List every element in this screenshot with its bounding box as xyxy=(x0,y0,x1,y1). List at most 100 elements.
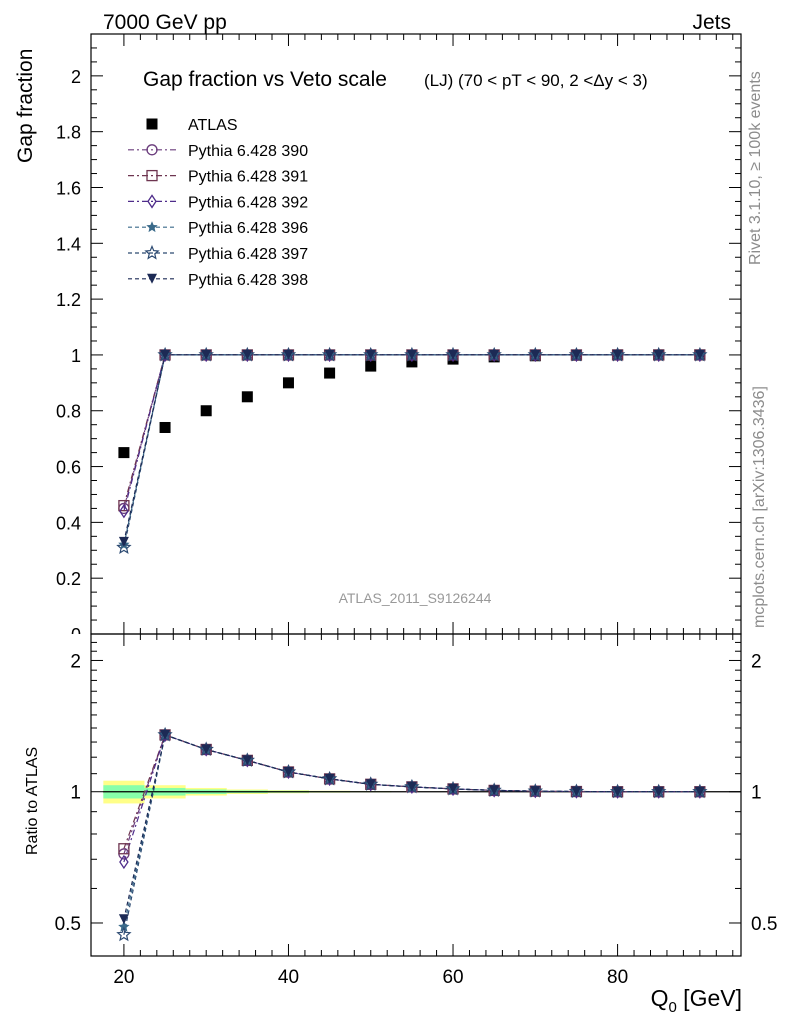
main-y-tick-label: 1.6 xyxy=(56,178,81,198)
main-title: Gap fraction vs Veto scale xyxy=(143,68,387,91)
ratio-series-line xyxy=(123,734,700,927)
ratio-data-point xyxy=(118,843,130,855)
energy-label: 7000 GeV pp xyxy=(103,11,227,34)
mc-data-point xyxy=(694,349,705,360)
ratio-data-point xyxy=(283,766,294,777)
legend-label: Pythia 6.428 396 xyxy=(188,220,308,237)
ratio-data-point xyxy=(489,785,500,796)
ratio-y-tick-label-right: 1 xyxy=(751,783,762,804)
mc-data-point xyxy=(242,349,253,360)
axes: 0.20.40.60.811.21.41.61.820204060800.50.… xyxy=(55,34,777,988)
main-y-tick-label: 1.8 xyxy=(56,123,81,143)
mc-data-point xyxy=(571,349,582,360)
main-y-tick-label: 0.2 xyxy=(56,569,81,589)
ratio-y-tick-label-right: 0.5 xyxy=(751,914,777,935)
legend-marker xyxy=(146,144,158,156)
main-ylabel: Gap fraction xyxy=(14,49,37,163)
mc-data-point xyxy=(116,539,132,554)
ratio-data-point xyxy=(694,786,705,797)
legend-marker xyxy=(147,194,157,209)
ratio-y-tick-label-left: 2 xyxy=(70,651,81,672)
rivet-label: Rivet 3.1.10, ≥ 100k events xyxy=(747,71,764,265)
ratio-series-line xyxy=(123,734,700,935)
process-label: Jets xyxy=(692,11,731,34)
mc-data-point xyxy=(612,349,623,360)
legend-label: Pythia 6.428 397 xyxy=(188,246,308,263)
atlas-data-point xyxy=(282,377,294,389)
ratio-series-line xyxy=(123,734,700,920)
main-series-line xyxy=(123,354,700,512)
mc-data-point xyxy=(365,349,376,360)
x-axis-label: Q0 [GeV] xyxy=(651,985,742,1016)
main-title-suffix: (LJ) (70 < pT < 90, 2 <Δy < 3) xyxy=(424,71,648,90)
zero-label-mask xyxy=(61,634,90,644)
atlas-data-point xyxy=(324,367,336,379)
atlas-data-point xyxy=(118,447,130,459)
main-series-line xyxy=(123,354,700,509)
legend-marker xyxy=(144,244,160,260)
main-y-tick-label: 1 xyxy=(71,346,81,366)
main-y-tick-label: 1.4 xyxy=(56,234,81,254)
ratio-plot-frame xyxy=(90,633,742,957)
ratio-data-point xyxy=(118,914,129,925)
ratio-data-point xyxy=(530,786,541,797)
mc-data-point xyxy=(283,349,294,360)
ratio-panel: Ratio to ATLAS xyxy=(24,633,742,957)
ratio-data-point xyxy=(201,744,212,755)
main-y-tick-label: 0.4 xyxy=(56,513,81,533)
ratio-data-point xyxy=(571,786,582,797)
legend-label: Pythia 6.428 390 xyxy=(188,143,308,160)
atlas-data-point xyxy=(365,360,377,372)
legend-label: Pythia 6.428 391 xyxy=(188,169,308,186)
mc-data-point xyxy=(201,349,212,360)
ratio-data-point xyxy=(242,755,253,766)
x-axis-label-main: Q xyxy=(651,985,669,1011)
x-tick-label: 40 xyxy=(278,967,299,988)
ratio-y-tick-label-left: 0.5 xyxy=(55,914,81,935)
main-y-tick-label: 0.8 xyxy=(56,402,81,422)
legend-marker xyxy=(146,169,158,182)
ratio-data-point xyxy=(118,920,130,932)
main-y-tick-label: 2 xyxy=(71,67,81,87)
ratio-y-tick-label-left: 1 xyxy=(70,783,81,804)
legend: ATLAS Pythia 6.428 390 Pythia 6.428 391 Pyt… xyxy=(128,117,308,289)
atlas-data-point xyxy=(241,391,253,403)
ratio-data-point xyxy=(160,729,171,740)
x-axis-label-sub: 0 xyxy=(668,999,676,1016)
analysis-label: ATLAS_2011_S9126244 xyxy=(339,590,492,606)
ratio-data-point xyxy=(653,786,664,797)
mc-data-point xyxy=(324,349,335,360)
legend-marker xyxy=(146,221,158,233)
ratio-data-point xyxy=(612,786,623,797)
mc-data-point xyxy=(448,349,459,360)
mc-data-point xyxy=(118,536,129,547)
main-y-tick-label: 1.2 xyxy=(56,290,81,310)
mc-data-point xyxy=(530,349,541,360)
atlas-data-point xyxy=(159,421,171,433)
legend-marker xyxy=(147,273,157,284)
main-series-line xyxy=(123,354,700,506)
legend-label: ATLAS xyxy=(188,117,238,134)
legend-label: Pythia 6.428 398 xyxy=(188,272,308,289)
main-series-line xyxy=(123,354,700,545)
x-tick-label: 80 xyxy=(607,967,628,988)
mc-data-point xyxy=(160,349,171,360)
ratio-y-tick-label-right: 2 xyxy=(751,651,762,672)
main-series-line xyxy=(123,354,700,548)
ratio-ylabel: Ratio to ATLAS xyxy=(24,747,41,855)
ratio-data-point xyxy=(406,781,417,792)
atlas-data-point xyxy=(200,405,212,417)
x-tick-label: 60 xyxy=(442,967,463,988)
ratio-data-point xyxy=(116,926,132,942)
mc-data-point xyxy=(118,499,130,512)
main-y-tick-label: 0.6 xyxy=(56,458,81,478)
mc-data-point xyxy=(406,349,417,360)
ratio-data-point xyxy=(365,779,376,790)
legend-label: Pythia 6.428 392 xyxy=(188,194,308,211)
ratio-data-point xyxy=(448,783,459,794)
mc-data-point xyxy=(653,349,664,360)
mc-data-point xyxy=(489,349,500,360)
legend-marker xyxy=(146,118,158,130)
main-series-line xyxy=(123,354,700,543)
